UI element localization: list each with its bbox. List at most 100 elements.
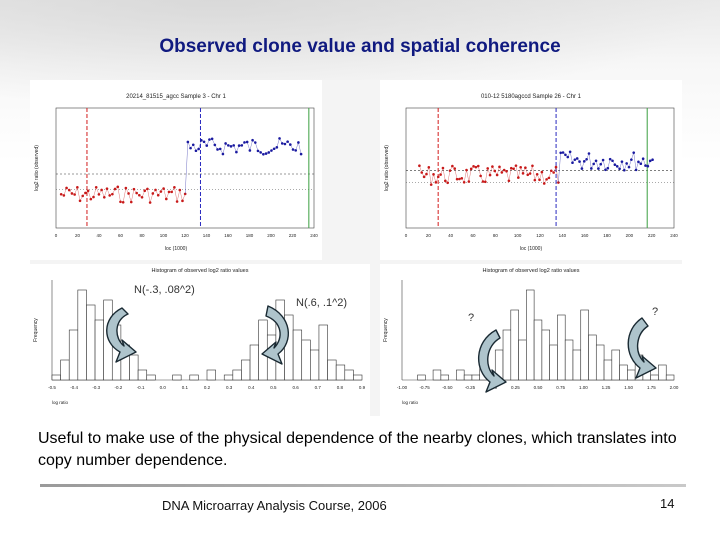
scatter-2-data-segment: [478, 165, 481, 176]
page-number: 14: [660, 496, 675, 511]
scatter-1-data-segment: [176, 189, 181, 202]
histogram-2-bar: [595, 344, 605, 381]
scatter-1-frame: [55, 107, 315, 229]
scatter-2-xtick: 20: [426, 233, 432, 238]
scatter-1-data-segment: [104, 188, 108, 198]
scatter-2-data-point: [514, 164, 518, 167]
scatter-1-data-point: [127, 192, 130, 195]
histogram-1-xtick: 0.8: [337, 385, 344, 390]
scatter-1-data-point: [299, 152, 303, 156]
scatter-2-data-point: [476, 164, 480, 168]
scatter-2-xtick: 100: [514, 233, 522, 238]
histogram-2-bar: [665, 374, 675, 381]
scatter-1-data-segment: [128, 193, 132, 203]
scatter-1-data-point: [124, 186, 128, 190]
histogram-1-xtick: 0.7: [315, 385, 322, 390]
histogram-2-xtick: 0.50: [534, 385, 543, 390]
scatter-2-data-segment: [466, 169, 470, 182]
histogram-1-bar: [51, 374, 61, 381]
scatter-2-xtick: 180: [603, 233, 611, 238]
histogram-2-bar: [564, 339, 574, 381]
scatter-1-data-segment: [276, 138, 280, 148]
scatter-2-data-segment: [485, 168, 488, 182]
histogram-2-xtick: 0.75: [556, 385, 565, 390]
histogram-1-bar: [241, 359, 251, 381]
scatter-1-data-segment: [184, 141, 189, 194]
histogram-1-xtick: 0.6: [292, 385, 299, 390]
scatter-1-data-segment: [163, 188, 167, 200]
scatter-1-data-point: [218, 147, 222, 151]
histogram-2-bar: [526, 289, 535, 381]
histogram-2-xtick: 1.25: [602, 385, 611, 390]
scatter-2-data-segment: [628, 159, 632, 168]
curved-arrow-right-2-icon: [627, 317, 657, 379]
scatter-1-data-point: [148, 201, 152, 204]
scatter-1-data-point: [146, 187, 149, 191]
histogram-1-xtick: 0.9: [359, 385, 366, 390]
histogram-2-title: Histogram of observed log2 ratio values: [483, 268, 580, 274]
scatter-1-data-point: [210, 137, 214, 141]
scatter-1-data-point: [256, 149, 260, 153]
scatter-1-ylabel: log2 ratio (observed): [34, 145, 40, 191]
histogram-1-bar: [77, 289, 87, 381]
histogram-2-xtick: 1.75: [647, 385, 656, 390]
scatter-2-xlabel: loc (1000): [520, 246, 543, 252]
histogram-1-bar: [60, 359, 70, 381]
histogram-2-bar: [471, 374, 481, 381]
histogram-1-bar: [232, 369, 242, 381]
histogram-1-xtick: 0.3: [226, 385, 233, 390]
scatter-1-xtick: 200: [267, 233, 275, 238]
histogram-1-bar: [68, 329, 79, 381]
histogram-2-xtick: -0.50: [442, 385, 453, 390]
histogram-2-bar: [603, 359, 613, 381]
scatter-1-data-segment: [255, 142, 259, 151]
scatter-2-xtick: 80: [493, 233, 499, 238]
scatter-1-data-segment: [249, 140, 253, 151]
scatter-2-data-segment: [433, 174, 437, 183]
curved-arrow-right-1-icon: [477, 329, 507, 393]
histogram-2-xtick: 0.25: [511, 385, 520, 390]
histogram-2-xlabel: log ratio: [402, 400, 419, 405]
histogram-2-bar: [510, 309, 519, 381]
scatter-2-xtick: 0: [405, 233, 408, 238]
histogram-2-bar: [502, 329, 512, 381]
scatter-2-data-segment: [541, 172, 545, 184]
histogram-2-xtick: 2.00: [670, 385, 679, 390]
histogram-1-xtick: -0.3: [92, 385, 100, 390]
histogram-1-xtick: 0.4: [248, 385, 255, 390]
scatter-2-data-segment: [588, 153, 592, 169]
scatter-2-data-point: [524, 166, 527, 169]
scatter-2-data-segment: [602, 159, 606, 170]
scatter-1-data-point: [253, 141, 257, 144]
histogram-1-bar: [129, 354, 139, 381]
scatter-1-data-point: [121, 200, 125, 204]
scatter-2-data-segment: [430, 174, 434, 185]
footer-text: DNA Microarray Analysis Course, 2006: [162, 498, 387, 513]
histogram-1-bar: [86, 304, 96, 381]
scatter-2-title: 010-12 5180agccd Sample 26 - Chr 1: [481, 94, 582, 100]
scatter-2-data-segment: [569, 151, 573, 163]
scatter-2-data-point: [611, 159, 614, 163]
scatter-1-xtick: 80: [139, 233, 145, 238]
scatter-1-xtick: 160: [224, 233, 232, 238]
histogram-1-bar: [146, 374, 156, 381]
scatter-2-data-segment: [515, 165, 519, 178]
histogram-1-bar: [310, 349, 320, 381]
scatter-2-data-segment: [508, 168, 512, 181]
scatter-2-data-segment: [595, 160, 599, 169]
scatter-1-data-point: [243, 141, 246, 144]
scatter-2-data-point: [535, 172, 539, 176]
histogram-2-bar: [588, 334, 597, 381]
histogram-1-xtick: -0.1: [137, 385, 145, 390]
scatter-1-data-segment: [222, 143, 226, 155]
histogram-2-xtick: 1.50: [624, 385, 633, 390]
scatter-2-xtick: 120: [536, 233, 544, 238]
scatter-2-data-point: [632, 151, 636, 154]
scatter-1-data-point: [76, 186, 79, 189]
scatter-2-data-segment: [428, 167, 432, 185]
histogram-2-xtick: -0.75: [420, 385, 431, 390]
histogram-1-xtick: -0.2: [115, 385, 123, 390]
histogram-2-bar: [658, 364, 667, 381]
scatter-2-data-segment: [518, 167, 521, 178]
scatter-2-xtick: 40: [448, 233, 454, 238]
